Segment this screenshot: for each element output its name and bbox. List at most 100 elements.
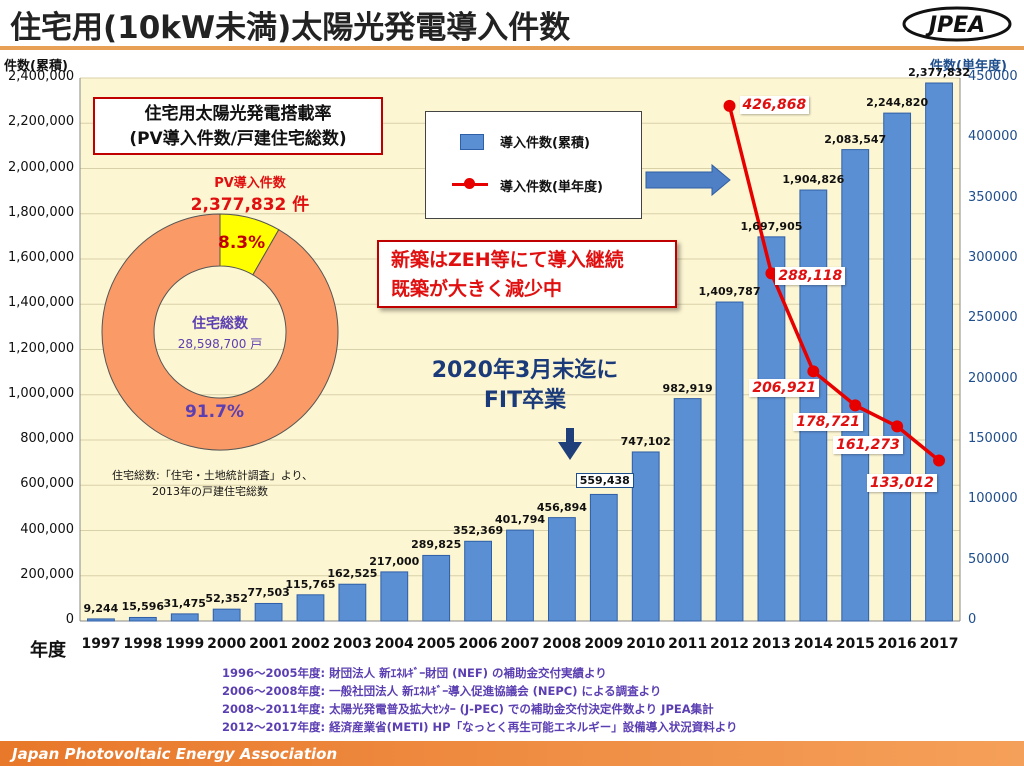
x-tick-label: 2002 xyxy=(290,636,330,652)
pie-note-line1: 住宅総数:「住宅・土地統計調査」より、 xyxy=(112,469,314,482)
y-tick-left: 1,200,000 xyxy=(8,340,75,356)
pv-count-label: PV導入件数 xyxy=(214,176,286,191)
legend-line-label: 導入件数(単年度) xyxy=(500,180,603,195)
footnote-3: 2008～2011年度: 太陽光発電普及拡大ｾﾝﾀｰ (J-PEC) での補助金… xyxy=(222,702,714,716)
donut-center-title: 住宅総数 xyxy=(192,316,248,332)
bar-value-label: 15,596 xyxy=(121,600,165,614)
x-tick-label: 2006 xyxy=(458,636,498,652)
bar-value-label: 982,919 xyxy=(662,381,713,395)
bar xyxy=(380,571,409,622)
y-tick-right: 250000 xyxy=(968,310,1018,326)
bar-value-label: 115,765 xyxy=(285,577,336,591)
legend-bar-label: 導入件数(累積) xyxy=(500,136,590,151)
zeh-callout: 新築はZEH等にて導入継続 既築が大きく減少中 xyxy=(377,240,677,308)
bar-value-label: 52,352 xyxy=(205,592,248,606)
bar xyxy=(715,301,744,622)
pie-slice-label-pv: 8.3% xyxy=(218,233,266,253)
pie-source-note: 住宅総数:「住宅・土地統計調査」より、 2013年の戸建住宅総数 xyxy=(112,468,352,500)
fit-line2: FIT卒業 xyxy=(483,388,567,413)
bar-value-label: 1,409,787 xyxy=(698,285,761,299)
bar-value-label: 77,503 xyxy=(247,586,290,600)
bar-value-label: 747,102 xyxy=(620,434,671,448)
y-tick-left: 600,000 xyxy=(20,476,74,492)
y-tick-right: 300000 xyxy=(968,250,1018,265)
footnote-4: 2012～2017年度: 経済産業省(METI) HP「なっとく再生可能エネルギ… xyxy=(222,720,738,734)
bar-value-label: 1,697,905 xyxy=(740,219,803,233)
x-tick-label: 1998 xyxy=(123,636,163,652)
fit-callout: 2020年3月末迄に FIT卒業 xyxy=(400,356,650,416)
y-tick-left: 800,000 xyxy=(20,431,74,446)
y-axis-left-title: 件数(累積) xyxy=(4,59,68,74)
x-tick-label: 2001 xyxy=(249,636,289,652)
bar xyxy=(841,149,870,622)
y-tick-left: 1,600,000 xyxy=(8,250,75,265)
bar xyxy=(464,540,493,622)
x-tick-label: 2003 xyxy=(332,636,372,652)
x-tick-label: 2012 xyxy=(710,636,749,652)
bar-value-label: 9,244 xyxy=(83,601,119,615)
bar xyxy=(212,608,241,622)
x-tick-label: 2013 xyxy=(751,636,791,652)
bar xyxy=(296,594,325,622)
y-tick-left: 1,800,000 xyxy=(8,204,75,220)
bar-value-label: 352,369 xyxy=(453,524,504,538)
bar xyxy=(422,554,451,622)
line-point xyxy=(723,99,736,112)
bar-value-label: 289,825 xyxy=(411,538,462,552)
bar xyxy=(87,618,115,622)
bar-value-label: 401,794 xyxy=(494,513,546,527)
bar xyxy=(547,517,576,622)
y-tick-right: 200000 xyxy=(968,370,1018,386)
line-value-label: 288,118 xyxy=(775,267,846,286)
footnote-2: 2006～2008年度: 一般社団法人 新ｴﾈﾙｷﾞｰ導入促進協議会 (NEPC… xyxy=(222,684,662,698)
bar-value-label: 2,083,547 xyxy=(824,132,887,146)
line-point xyxy=(933,454,946,467)
footnotes: 1996～2005年度: 財団法人 新ｴﾈﾙｷﾞｰ財団 (NEF) の補助金交付… xyxy=(222,664,738,736)
title-rule xyxy=(0,46,1024,50)
y-tick-right: 350000 xyxy=(968,189,1018,205)
bar xyxy=(925,82,953,622)
y-tick-right: 450000 xyxy=(968,69,1018,84)
x-tick-label: 2004 xyxy=(374,636,414,652)
bar xyxy=(757,236,786,622)
y-tick-right: 0 xyxy=(968,612,977,627)
legend-line-marker xyxy=(464,178,475,189)
line-value-label: 426,868 xyxy=(739,95,810,114)
line-point xyxy=(765,267,778,280)
x-tick-label: 2015 xyxy=(835,636,875,652)
pie-title-line1: 住宅用太陽光発電搭載率 xyxy=(144,104,332,124)
bar-value-label: 2,244,820 xyxy=(866,96,929,110)
line-value-label: 161,273 xyxy=(833,436,903,455)
y-tick-right: 100000 xyxy=(968,491,1018,507)
bar xyxy=(589,493,618,622)
x-tick-label: 2011 xyxy=(668,636,708,652)
x-tick-label: 1997 xyxy=(81,636,121,652)
line-point xyxy=(849,399,862,412)
bar-value-label: 1,904,826 xyxy=(782,173,845,187)
bar xyxy=(673,398,702,622)
bar xyxy=(506,529,534,622)
pie-title-box: 住宅用太陽光発電搭載率 (PV導入件数/戸建住宅総数) xyxy=(93,97,383,155)
jpea-logo: JPEA xyxy=(902,6,1012,42)
y-tick-left: 200,000 xyxy=(20,566,74,582)
y-tick-left: 400,000 xyxy=(20,521,74,537)
zeh-line1: 新築はZEH等にて導入継続 xyxy=(391,249,624,271)
y-axis-right-title: 件数(単年度) xyxy=(930,59,1007,74)
pie-note-line2: 2013年の戸建住宅総数 xyxy=(152,485,268,498)
page-title: 住宅用(10kW未満)太陽光発電導入件数 xyxy=(10,10,571,46)
y-tick-right: 50000 xyxy=(968,551,1010,567)
y-tick-left: 1,400,000 xyxy=(8,295,75,311)
bar xyxy=(631,451,660,622)
y-tick-left: 2,000,000 xyxy=(8,159,75,175)
line-point xyxy=(891,420,904,433)
line-point xyxy=(807,365,820,378)
x-tick-label: 2005 xyxy=(416,636,456,652)
x-tick-label: 2010 xyxy=(626,636,666,652)
bar xyxy=(170,613,199,622)
footnote-1: 1996～2005年度: 財団法人 新ｴﾈﾙｷﾞｰ財団 (NEF) の補助金交付… xyxy=(222,666,607,680)
line-value-label: 133,012 xyxy=(867,474,937,493)
bar-value-label: 456,894 xyxy=(536,500,587,514)
x-tick-label: 2009 xyxy=(584,636,624,652)
bar xyxy=(799,189,828,622)
logo-text: JPEA xyxy=(925,13,985,38)
